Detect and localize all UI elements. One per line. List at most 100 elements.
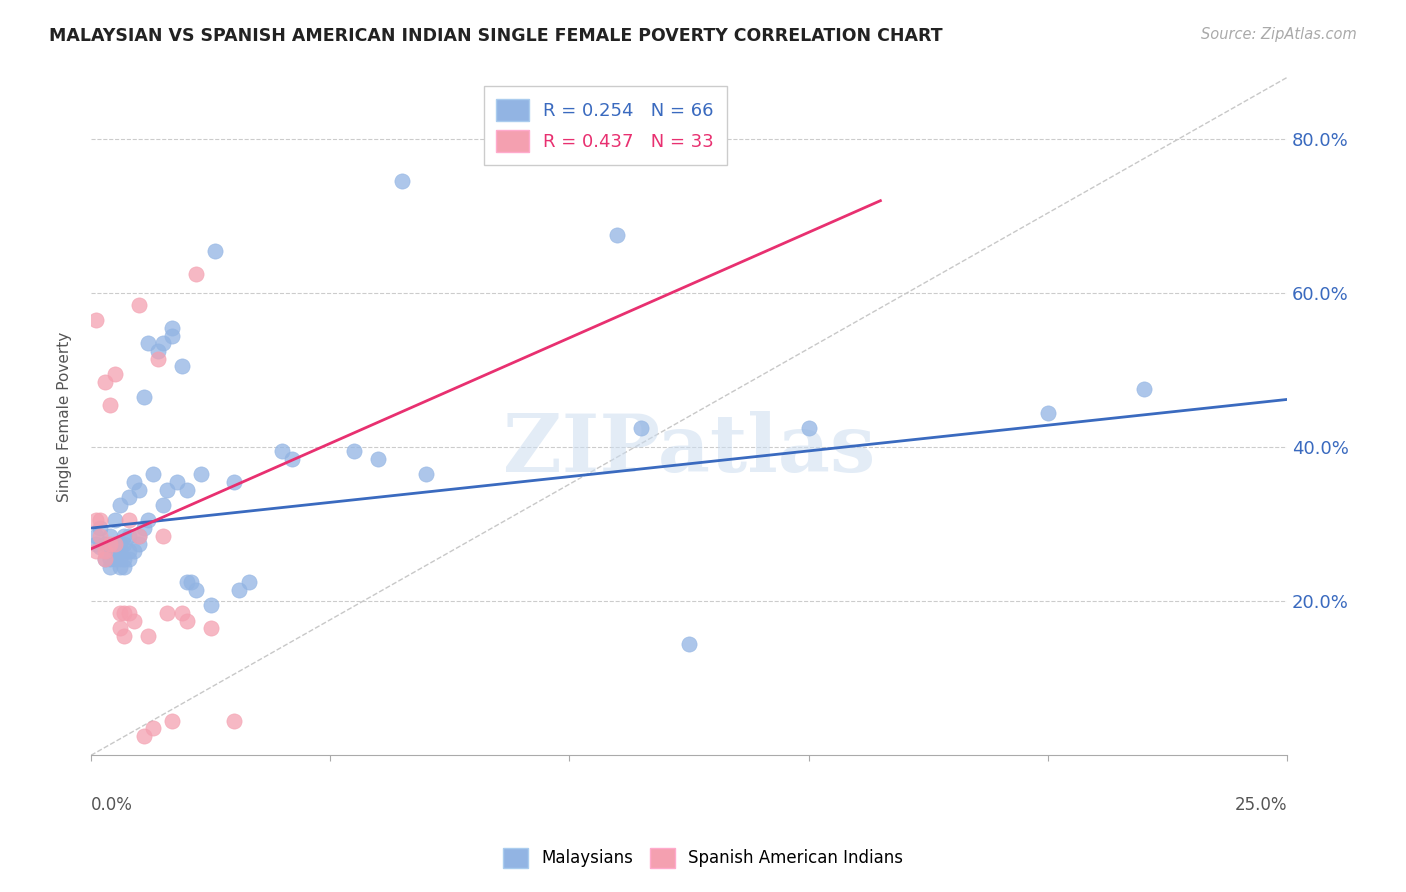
Point [152,336,174,351]
Point [132,390,155,404]
Point [84,529,107,543]
Point [132,521,155,535]
Point [128,529,150,543]
Point [797,421,820,435]
Text: 0.0%: 0.0% [91,796,132,814]
Point [156,606,179,620]
Point [112,559,135,574]
Point [180,574,202,589]
Point [118,529,141,543]
Point [186,267,208,281]
Point [142,467,165,482]
Text: MALAYSIAN VS SPANISH AMERICAN INDIAN SINGLE FEMALE POVERTY CORRELATION CHART: MALAYSIAN VS SPANISH AMERICAN INDIAN SIN… [49,27,943,45]
Point [118,513,141,527]
Point [112,552,135,566]
Point [128,483,150,497]
Point [98,552,121,566]
Point [112,536,135,550]
Point [271,444,294,458]
Point [84,513,107,527]
Point [678,637,700,651]
Point [128,536,150,550]
Point [1036,405,1059,419]
Point [98,529,121,543]
Point [104,544,127,558]
Point [228,582,250,597]
Point [415,467,437,482]
Point [122,475,145,489]
Point [84,536,107,550]
Point [152,529,174,543]
Point [94,552,117,566]
Point [108,552,131,566]
Point [128,298,150,312]
Point [84,313,107,327]
Point [108,498,131,512]
Point [128,529,150,543]
Legend: Malaysians, Spanish American Indians: Malaysians, Spanish American Indians [496,841,910,875]
Point [170,359,193,374]
Point [176,574,198,589]
Point [89,529,111,543]
Point [224,475,246,489]
Point [118,544,141,558]
Point [98,536,121,550]
Point [138,336,160,351]
Point [186,582,208,597]
Point [108,544,131,558]
Point [104,513,127,527]
Point [112,529,135,543]
Point [281,451,304,466]
Point [112,606,135,620]
Point [162,714,184,728]
Point [89,513,111,527]
Point [108,621,131,635]
Point [630,421,652,435]
Y-axis label: Single Female Poverty: Single Female Poverty [58,331,72,501]
Point [200,598,222,612]
Point [104,536,127,550]
Point [224,714,246,728]
Point [94,536,117,550]
Point [104,367,127,381]
Point [108,559,131,574]
Point [108,536,131,550]
Point [391,174,413,188]
Point [84,544,107,558]
Point [343,444,366,458]
Text: ZIPatlas: ZIPatlas [503,411,875,490]
Point [367,451,389,466]
Point [89,521,111,535]
Point [118,606,141,620]
Point [204,244,226,258]
Point [606,228,628,243]
Point [156,483,179,497]
Point [98,398,121,412]
Point [176,483,198,497]
Point [146,351,169,366]
Point [238,574,260,589]
Point [89,541,111,555]
Point [138,513,160,527]
Point [138,629,160,643]
Point [98,559,121,574]
Point [152,498,174,512]
Point [108,606,131,620]
Point [94,544,117,558]
Point [118,552,141,566]
Point [142,722,165,736]
Point [176,614,198,628]
Point [162,320,184,334]
Point [1132,383,1154,397]
Point [162,328,184,343]
Point [166,475,188,489]
Point [104,552,127,566]
Point [190,467,212,482]
Point [146,343,169,358]
Point [122,544,145,558]
Point [200,621,222,635]
Point [170,606,193,620]
Legend: R = 0.254   N = 66, R = 0.437   N = 33: R = 0.254 N = 66, R = 0.437 N = 33 [484,87,727,165]
Text: Source: ZipAtlas.com: Source: ZipAtlas.com [1201,27,1357,42]
Point [112,629,135,643]
